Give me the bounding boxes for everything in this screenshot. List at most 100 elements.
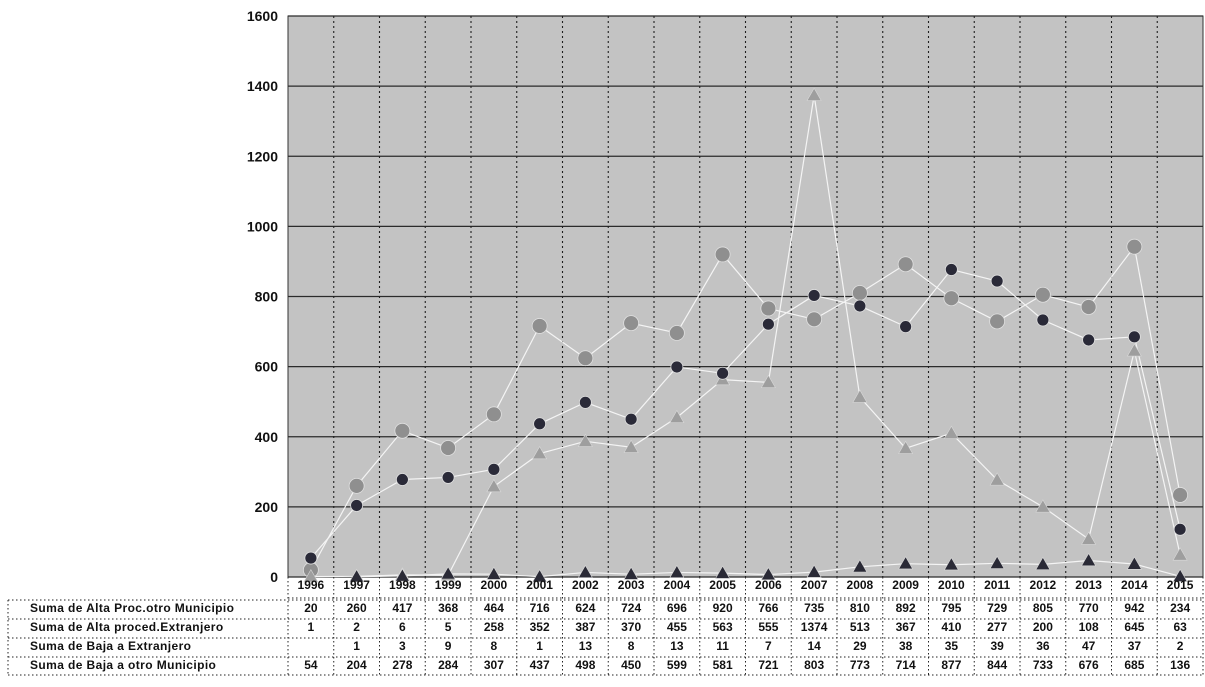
x-tick-label: 2009 <box>892 578 919 592</box>
data-point <box>486 478 502 493</box>
y-tick-label: 400 <box>255 429 279 445</box>
data-table: 1996 1997 1998 1999 2000 2001 2002 2003 2004 2005… <box>7 577 1204 676</box>
table-cell: 624 <box>575 601 595 615</box>
x-gridlines <box>333 16 1158 577</box>
data-point <box>1036 313 1050 327</box>
table-cell: 877 <box>941 658 961 672</box>
data-point <box>395 473 409 486</box>
x-tick-label: 2004 <box>664 578 691 592</box>
data-point <box>441 471 455 484</box>
data-point <box>623 315 640 332</box>
table-cell: 724 <box>621 601 641 615</box>
table-cell: 38 <box>899 639 913 653</box>
table-cell: 5 <box>445 620 452 634</box>
table-cell: 513 <box>850 620 870 634</box>
table-cell: 204 <box>347 658 367 672</box>
table-cell: 54 <box>304 658 318 672</box>
table-cell: 410 <box>941 620 961 634</box>
table-cell: 8 <box>491 639 498 653</box>
data-point <box>669 409 685 424</box>
data-point <box>669 564 685 578</box>
table-cell: 696 <box>667 601 687 615</box>
data-point <box>577 564 593 578</box>
x-tick-label: 2013 <box>1075 578 1102 592</box>
x-tick-label: 1999 <box>435 578 462 592</box>
table-row-label: Suma de Alta Proc.otro Municipio <box>30 601 234 615</box>
data-point <box>531 318 548 334</box>
data-point <box>348 477 365 494</box>
x-tick-label: 2000 <box>481 578 508 592</box>
table-cell: 260 <box>347 601 367 615</box>
table-cell: 599 <box>667 658 687 672</box>
data-point <box>1172 487 1189 503</box>
data-point <box>715 565 731 579</box>
data-point <box>1127 330 1141 344</box>
data-point <box>989 313 1006 330</box>
x-tick-label: 2002 <box>572 578 599 592</box>
table-cell: 368 <box>438 601 458 615</box>
table-cell: 136 <box>1170 658 1190 672</box>
table-cell: 277 <box>987 620 1007 634</box>
x-tick-label: 2005 <box>709 578 736 592</box>
data-point <box>943 425 959 439</box>
x-tick-label: 2007 <box>801 578 828 592</box>
table-cell: 7 <box>765 639 772 653</box>
x-tick-label: 2008 <box>847 578 874 592</box>
data-point <box>1126 238 1143 255</box>
table-cell: 729 <box>987 601 1007 615</box>
data-point <box>760 374 776 388</box>
table-cell: 844 <box>987 658 1007 672</box>
data-point <box>853 299 867 313</box>
data-point <box>897 256 914 273</box>
table-cell: 805 <box>1033 601 1053 615</box>
y-tick-label: 200 <box>255 499 279 515</box>
data-point <box>990 274 1004 288</box>
table-cell: 716 <box>530 601 550 615</box>
table-cell: 367 <box>896 620 916 634</box>
table-cell: 555 <box>758 620 778 634</box>
data-point <box>989 555 1005 569</box>
data-point <box>577 350 594 367</box>
series-line <box>310 95 1181 578</box>
table-cell: 1 <box>308 620 315 634</box>
data-point <box>670 360 684 374</box>
table-cell: 498 <box>575 658 595 672</box>
table-cell: 2 <box>353 620 360 634</box>
y-tick-label: 1200 <box>247 148 278 164</box>
table-cell: 1 <box>353 639 360 653</box>
data-point <box>577 433 593 447</box>
data-point <box>623 566 639 580</box>
x-tick-label: 2006 <box>755 578 782 592</box>
table-cell: 563 <box>713 620 733 634</box>
table-cell: 581 <box>713 658 733 672</box>
data-point <box>1172 547 1188 561</box>
table-row-label: Suma de Baja a otro Municipio <box>30 658 216 672</box>
data-point <box>394 568 410 582</box>
data-point <box>1126 556 1142 570</box>
data-point <box>485 406 502 423</box>
table-cell: 2 <box>1177 639 1184 653</box>
x-tick-label: 2012 <box>1030 578 1057 592</box>
table-cell: 63 <box>1173 620 1187 634</box>
series-markers <box>302 87 1189 583</box>
table-cell: 733 <box>1033 658 1053 672</box>
table-cell: 437 <box>530 658 550 672</box>
x-tick-label: 2003 <box>618 578 645 592</box>
table-cell: 892 <box>896 601 916 615</box>
y-tick-label: 0 <box>270 569 278 585</box>
table-cell: 1 <box>536 639 543 653</box>
data-point <box>943 290 960 307</box>
data-point <box>440 440 457 456</box>
table-cell: 278 <box>392 658 412 672</box>
data-point <box>806 311 823 328</box>
table-cell: 387 <box>575 620 595 634</box>
table-cell: 258 <box>484 620 504 634</box>
x-tick-label: 2015 <box>1167 578 1194 592</box>
data-point <box>1126 343 1142 357</box>
table-cell: 13 <box>670 639 684 653</box>
data-point <box>349 569 365 583</box>
table-cell: 35 <box>945 639 959 653</box>
series-line <box>310 268 1181 559</box>
data-point <box>624 412 638 426</box>
